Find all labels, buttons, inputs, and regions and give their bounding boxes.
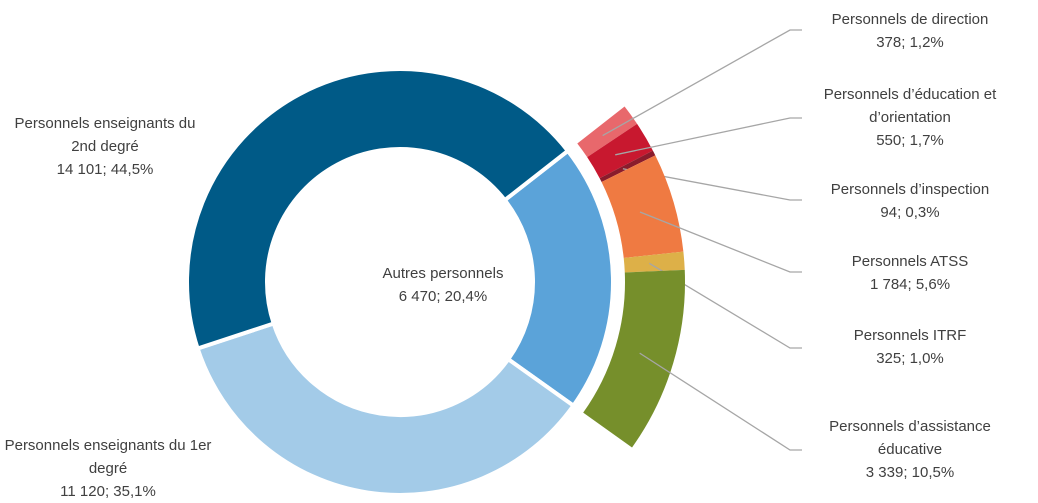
- leader-line: [639, 352, 802, 451]
- leader-line: [602, 29, 802, 137]
- breakdown-segment: [583, 269, 685, 448]
- label-text: Personnels d’éducation et d’orientation: [823, 86, 997, 126]
- center-label: Autres personnels 6 470; 20,4%: [373, 262, 513, 308]
- label-text: 1 784; 5,6%: [869, 276, 951, 293]
- label-text: Personnels ATSS: [851, 253, 969, 270]
- label-text: 14 101; 44,5%: [56, 161, 154, 178]
- label-text: Autres personnels: [382, 265, 504, 282]
- breakdown-label: Personnels d’assistance éducative 3 339; …: [820, 415, 1000, 484]
- label-text: Personnels enseignants du 2nd degré: [14, 115, 196, 155]
- donut-segment: [195, 320, 577, 497]
- breakdown-segment: [599, 150, 656, 182]
- label-text: 11 120; 35,1%: [60, 483, 156, 500]
- breakdown-segment: [587, 123, 653, 179]
- leader-line: [639, 211, 802, 273]
- label-text: 94; 0,3%: [880, 204, 940, 221]
- label-text: Personnels ITRF: [853, 327, 967, 344]
- segment-label: Personnels enseignants du 2nd degré 14 10…: [5, 112, 205, 181]
- label-text: 325; 1,0%: [876, 350, 944, 367]
- donut-segment: [501, 148, 615, 409]
- breakdown-segment: [601, 155, 684, 258]
- breakdown-label: Personnels ATSS 1 784; 5,6%: [810, 250, 1010, 296]
- leader-line: [648, 262, 802, 349]
- label-text: 6 470; 20,4%: [398, 288, 488, 305]
- label-text: Personnels de direction: [831, 11, 989, 28]
- label-text: 550; 1,7%: [876, 132, 944, 149]
- breakdown-label: Personnels ITRF 325; 1,0%: [810, 324, 1010, 370]
- segment-label: Personnels enseignants du 1er degré 11 12…: [0, 434, 218, 503]
- label-text: Personnels enseignants du 1er degré: [4, 437, 212, 477]
- donut-segment: [185, 67, 571, 351]
- leader-line: [615, 117, 802, 156]
- breakdown-segment: [623, 251, 685, 273]
- label-text: 3 339; 10,5%: [865, 464, 955, 481]
- breakdown-label: Personnels d’éducation et d’orientation 5…: [805, 83, 1015, 152]
- label-text: Personnels d’assistance éducative: [829, 418, 991, 458]
- label-text: 378; 1,2%: [876, 34, 944, 51]
- leader-line: [622, 168, 802, 201]
- breakdown-label: Personnels de direction 378; 1,2%: [810, 8, 1010, 54]
- breakdown-segment: [577, 106, 638, 158]
- breakdown-label: Personnels d’inspection 94; 0,3%: [810, 178, 1010, 224]
- label-text: Personnels d’inspection: [830, 181, 990, 198]
